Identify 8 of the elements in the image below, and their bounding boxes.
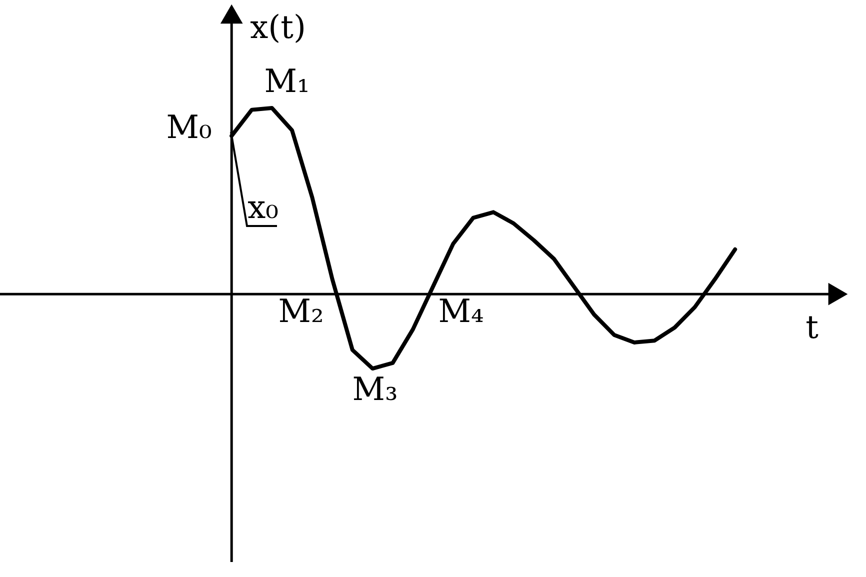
y-axis-title: x(t) — [250, 8, 306, 46]
x-axis-title: t — [806, 308, 819, 346]
text: M₀ — [166, 108, 212, 146]
annotation: x₀ — [248, 188, 278, 226]
annotation: M₄ — [438, 292, 484, 330]
text: M₁ — [264, 62, 310, 100]
text: M₃ — [352, 370, 398, 408]
annotation: M₂ — [278, 292, 324, 330]
